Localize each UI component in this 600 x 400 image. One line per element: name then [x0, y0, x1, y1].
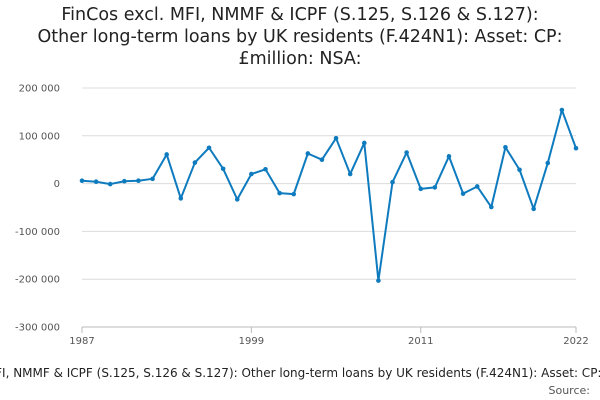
- data-point: [150, 176, 155, 182]
- data-point: [390, 179, 395, 185]
- y-tick-label: -100 000: [15, 227, 60, 238]
- series-layer: [79, 107, 579, 283]
- data-point: [136, 178, 141, 184]
- data-point: [545, 160, 551, 166]
- data-point: [361, 140, 367, 146]
- data-point: [489, 204, 494, 210]
- chart-title-line: £million: NSA:: [238, 49, 362, 69]
- data-point: [164, 152, 169, 157]
- y-tick-label: 0: [54, 179, 60, 190]
- data-point: [192, 160, 198, 165]
- y-tick-label: -300 000: [15, 323, 60, 334]
- data-point: [432, 185, 438, 190]
- x-tick-label: 2011: [408, 336, 433, 347]
- data-point: [107, 181, 113, 187]
- chart-title-line: FinCos excl. MFI, NMMF & ICPF (S.125, S.…: [61, 5, 539, 25]
- y-tick-label: -200 000: [15, 275, 60, 286]
- data-point: [404, 150, 409, 155]
- data-point: [220, 166, 226, 172]
- data-point: [531, 206, 536, 212]
- data-point: [263, 166, 268, 172]
- data-point: [347, 171, 353, 177]
- series-line: [81, 108, 577, 282]
- data-point: [319, 157, 325, 162]
- data-point: [446, 154, 452, 159]
- y-tick-label: 200 000: [19, 84, 60, 95]
- y-tick-label: 100 000: [19, 131, 60, 142]
- data-point: [277, 190, 282, 196]
- source-label: Source:: [549, 384, 591, 397]
- data-point: [93, 179, 99, 184]
- data-point: [418, 186, 424, 192]
- data-point: [122, 178, 127, 184]
- data-point: [376, 278, 381, 283]
- data-point: [305, 151, 311, 156]
- data-point: [573, 145, 579, 151]
- grid: [82, 87, 576, 328]
- data-point: [291, 191, 297, 197]
- data-point: [460, 191, 466, 196]
- data-point: [559, 107, 565, 113]
- x-tick-label: 2022: [563, 336, 588, 347]
- data-point: [178, 196, 184, 201]
- chart-title: FinCos excl. MFI, NMMF & ICPF (S.125, S.…: [0, 4, 600, 70]
- data-point: [333, 135, 339, 141]
- chart-title-line: Other long-term loans by UK residents (F…: [37, 27, 563, 47]
- data-point: [503, 144, 508, 150]
- x-tick-label: 1987: [69, 336, 94, 347]
- data-point: [517, 167, 522, 173]
- legend-entry: FinCos excl. MFI, NMMF & ICPF (S.125, S.…: [0, 366, 600, 380]
- data-point: [206, 145, 212, 151]
- data-point: [474, 184, 480, 189]
- data-point: [234, 197, 240, 202]
- data-point: [249, 171, 254, 177]
- x-tick-label: 1999: [239, 336, 264, 347]
- data-point: [79, 178, 85, 184]
- axes: 200 000 100 000 0 -100 000 -200 000 -300 000 1…: [15, 84, 589, 348]
